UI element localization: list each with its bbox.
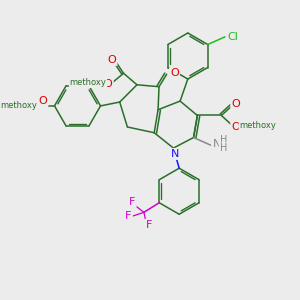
Text: O: O (39, 96, 47, 106)
Text: methoxy: methoxy (239, 121, 276, 130)
Text: O: O (108, 55, 116, 65)
Text: F: F (129, 197, 136, 207)
Text: O: O (170, 68, 179, 78)
Text: Cl: Cl (227, 32, 238, 42)
Text: F: F (146, 220, 152, 230)
Text: methoxy: methoxy (1, 101, 38, 110)
Text: H: H (220, 143, 227, 153)
Text: O: O (231, 122, 240, 132)
Text: N: N (171, 149, 179, 159)
Text: O: O (39, 96, 47, 106)
Text: O: O (170, 68, 179, 78)
Text: O: O (231, 122, 240, 132)
Text: O: O (231, 99, 240, 109)
Text: H: H (220, 135, 227, 146)
Text: F: F (146, 220, 152, 230)
Text: F: F (125, 211, 132, 221)
Text: H: H (220, 143, 227, 153)
Text: F: F (129, 197, 136, 207)
Text: methoxy: methoxy (70, 78, 106, 87)
Text: O: O (104, 79, 112, 89)
Text: Cl: Cl (227, 32, 238, 42)
Text: F: F (125, 211, 132, 221)
Text: O: O (231, 99, 240, 109)
Text: O: O (104, 79, 112, 89)
Text: methoxy: methoxy (70, 78, 106, 87)
Text: methoxy: methoxy (239, 121, 276, 130)
Text: H: H (220, 135, 227, 146)
Text: methoxy: methoxy (1, 101, 38, 110)
Text: N: N (171, 149, 179, 159)
Text: O: O (108, 55, 116, 65)
Text: N: N (212, 139, 221, 149)
Text: N: N (212, 139, 221, 149)
